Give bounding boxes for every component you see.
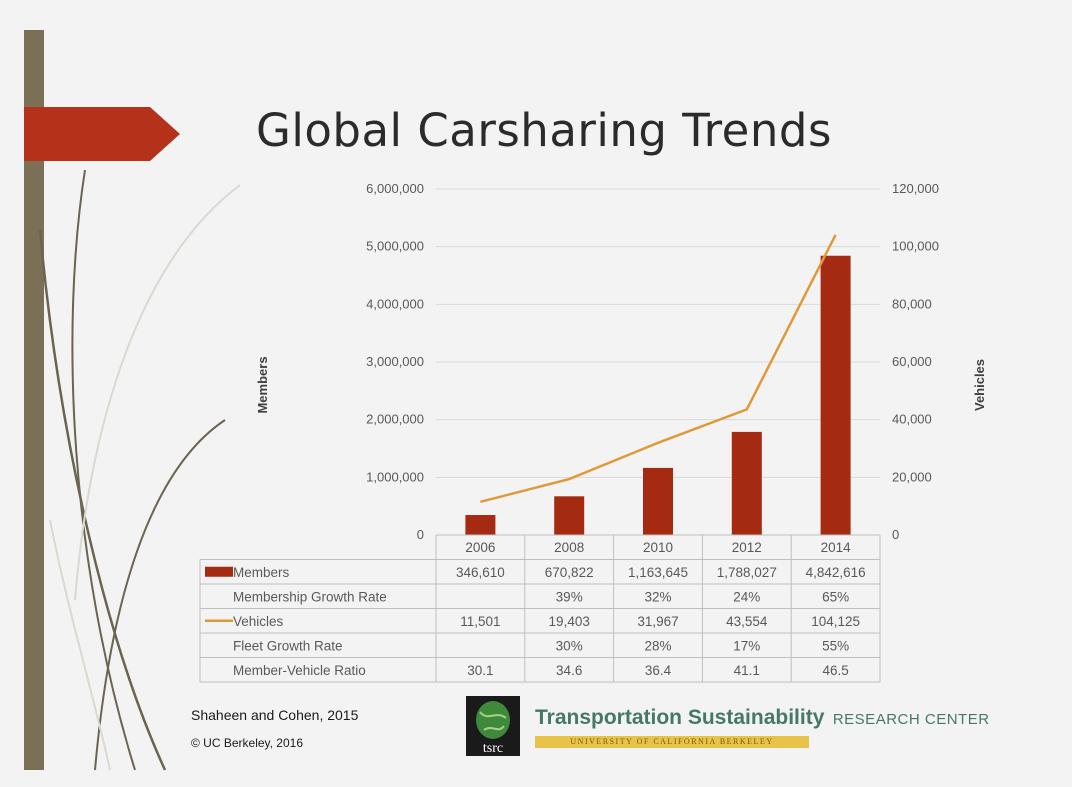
y2-tick-label: 60,000	[892, 354, 932, 369]
data-table: 2006 2008 2010 2012 2014 Members 346,610 670,82…	[199, 534, 881, 683]
table-cell: 30%	[556, 638, 583, 653]
y-tick-label: 1,000,000	[366, 469, 424, 484]
table-cell: 39%	[556, 589, 583, 604]
table-cell: 30.1	[467, 663, 493, 678]
y2-tick-label: 20,000	[892, 469, 932, 484]
category-label: 2006	[465, 540, 495, 555]
bar	[820, 255, 851, 535]
y2-tick-label: 100,000	[892, 239, 939, 254]
table-row: Vehicles 11,501 19,403 31,967 43,554 104,125	[205, 614, 860, 629]
bar	[554, 496, 585, 535]
category-label: 2008	[554, 540, 584, 555]
table-cell: 28%	[644, 638, 671, 653]
line-series	[480, 234, 837, 504]
title-arrow	[24, 107, 180, 161]
table-row: Members 346,610 670,822 1,163,645 1,788,027 4…	[205, 565, 866, 580]
table-cell: 43,554	[726, 614, 768, 629]
logo-text: Transportation Sustainability RESEARCH C…	[535, 706, 990, 730]
table-row: Member-Vehicle Ratio 30.1 34.6 36.4 41.1 46.5	[233, 663, 849, 678]
logo-subtitle: RESEARCH CENTER	[832, 711, 990, 728]
decor-curve	[94, 419, 226, 771]
category-label: 2014	[821, 540, 852, 555]
bar	[643, 467, 673, 535]
right-axis-ticks: 0 20,000 40,000 60,000 80,000 100,000 120,000	[892, 181, 939, 542]
y2-tick-label: 0	[892, 527, 899, 542]
table-cell: 670,822	[545, 565, 594, 580]
table-cell: 1,163,645	[628, 565, 688, 580]
y-tick-label: 2,000,000	[366, 412, 424, 427]
decor-curve	[74, 184, 241, 601]
series-line	[480, 234, 837, 504]
table-row-label: Fleet Growth Rate	[233, 638, 343, 653]
table-cell: 55%	[822, 638, 849, 653]
y-tick-label: 4,000,000	[366, 296, 424, 311]
left-axis-label: Members	[255, 356, 270, 413]
table-row: Membership Growth Rate 39% 32% 24% 65%	[233, 589, 849, 604]
table-cell: 46.5	[822, 663, 848, 678]
y2-tick-label: 40,000	[892, 412, 932, 427]
sidebar-bar	[24, 30, 44, 770]
decor-curve	[71, 169, 136, 771]
copyright: © UC Berkeley, 2016	[191, 736, 304, 750]
tsrc-logo[interactable]: tsrc Transportation Sustainability RESEA…	[466, 696, 1066, 776]
slide-title: Global Carsharing Trends	[256, 104, 832, 157]
y2-tick-label: 120,000	[892, 181, 939, 196]
bar	[465, 515, 496, 535]
logo-mark-text: tsrc	[483, 741, 503, 756]
table-row-label: Vehicles	[233, 614, 284, 629]
bar	[731, 431, 762, 535]
table-cell: 17%	[733, 638, 760, 653]
y-tick-label: 3,000,000	[366, 354, 424, 369]
table-cell: 19,403	[549, 614, 590, 629]
category-label: 2012	[732, 540, 762, 555]
slide-decoration	[24, 30, 241, 771]
table-cell: 41.1	[734, 663, 760, 678]
table-cell: 1,788,027	[717, 565, 777, 580]
y-tick-label: 0	[417, 527, 424, 542]
chart-grid	[436, 188, 880, 478]
table-cell: 104,125	[811, 614, 860, 629]
table-cell: 36.4	[645, 663, 672, 678]
table-cell: 11,501	[460, 614, 500, 629]
table-row-label: Member-Vehicle Ratio	[233, 663, 366, 678]
table-cell: 34.6	[556, 663, 582, 678]
table-cell: 32%	[644, 589, 671, 604]
logo-name: Transportation Sustainability	[535, 706, 825, 729]
citation: Shaheen and Cohen, 2015	[191, 707, 359, 723]
right-axis-label: Vehicles	[972, 359, 987, 411]
y-tick-label: 6,000,000	[366, 181, 424, 196]
decor-curve	[49, 519, 111, 771]
bar-series	[465, 255, 851, 535]
table-cell: 65%	[822, 589, 849, 604]
decor-curve	[38, 229, 167, 771]
table-row-label: Membership Growth Rate	[233, 589, 387, 604]
table-row: Fleet Growth Rate 30% 28% 17% 55%	[233, 638, 849, 653]
y2-tick-label: 80,000	[892, 296, 932, 311]
table-row-label: Members	[233, 565, 290, 580]
y-tick-label: 5,000,000	[366, 239, 424, 254]
tsrc-logo-mark: tsrc	[466, 696, 520, 756]
table-cell: 4,842,616	[806, 565, 866, 580]
logo-university: UNIVERSITY OF CALIFORNIA BERKELEY	[535, 736, 809, 748]
category-label: 2010	[643, 540, 673, 555]
left-axis-ticks: 0 1,000,000 2,000,000 3,000,000 4,000,000 5,0…	[366, 181, 424, 542]
legend-bar-swatch	[205, 566, 233, 577]
table-cell: 31,967	[637, 614, 678, 629]
table-cell: 346,610	[456, 565, 505, 580]
table-cell: 24%	[733, 589, 760, 604]
